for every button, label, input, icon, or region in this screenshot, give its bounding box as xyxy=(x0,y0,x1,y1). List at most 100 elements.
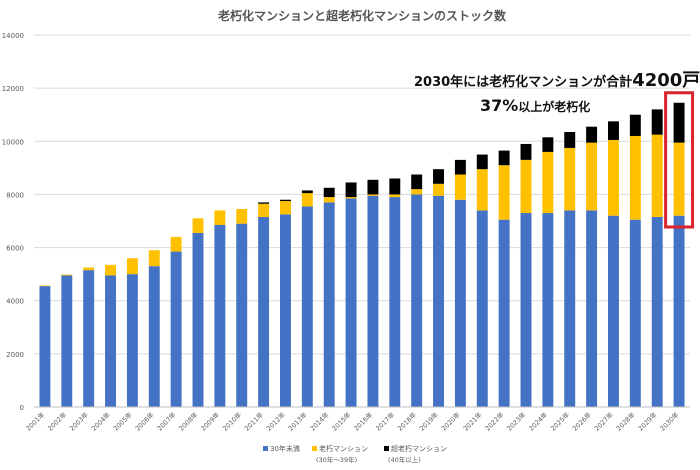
bar-segment-under30 xyxy=(498,219,510,407)
bar-segment-under30 xyxy=(454,199,466,407)
bar-segment-under30 xyxy=(673,215,685,407)
bar-segment-super-aging xyxy=(301,190,313,194)
bar-segment-aging xyxy=(454,174,466,200)
x-tick-label: 2015年 xyxy=(330,410,353,433)
bar-segment-aging xyxy=(83,267,95,271)
callout-percent-value: 37% xyxy=(480,96,519,115)
bar-segment-aging xyxy=(148,250,160,267)
bar-segment-aging xyxy=(673,142,685,216)
x-tick-label: 2001年 xyxy=(24,410,47,433)
x-tick-label: 2012年 xyxy=(264,410,287,433)
bar-segment-super-aging xyxy=(651,109,663,135)
callout-total-aging: 2030年には老朽化マンションが合計4200戸 xyxy=(414,66,700,92)
bar-segment-super-aging xyxy=(673,102,685,143)
x-tick-label: 2026年 xyxy=(570,410,593,433)
bar-segment-under30 xyxy=(651,217,663,407)
x-tick-label: 2010年 xyxy=(220,410,243,433)
callout-percent-suffix: 以上が老朽化 xyxy=(518,100,591,114)
bar-segment-under30 xyxy=(214,224,226,407)
bar-segment-under30 xyxy=(39,286,51,407)
bar-segment-under30 xyxy=(258,217,270,407)
x-tick-label: 2011年 xyxy=(242,410,265,433)
x-tick-label: 2016年 xyxy=(352,410,375,433)
y-tick-label: 10000 xyxy=(2,138,24,146)
legend-sublabel: (30年～39年) xyxy=(316,455,357,464)
bar-segment-under30 xyxy=(542,213,554,407)
legend-label: 老朽マンション xyxy=(319,444,368,453)
highlight-box xyxy=(664,91,695,229)
bar-segment-aging xyxy=(214,210,226,225)
x-tick-label: 2008年 xyxy=(177,410,200,433)
bar-segment-aging xyxy=(345,197,357,199)
bar-segment-aging xyxy=(236,209,248,224)
bar-segment-under30 xyxy=(323,202,335,407)
bar-segment-aging xyxy=(126,258,138,275)
x-tick-label: 2023年 xyxy=(505,410,528,433)
bar-segment-aging xyxy=(280,201,291,215)
legend-swatch xyxy=(312,446,317,451)
bar-segment-under30 xyxy=(411,194,423,407)
bar-segment-under30 xyxy=(586,210,598,407)
bar-segment-aging xyxy=(651,134,663,218)
legend-label: 30年未満 xyxy=(270,444,300,453)
bar-segment-super-aging xyxy=(345,182,357,198)
bar-segment-under30 xyxy=(520,213,532,407)
x-tick-label: 2028年 xyxy=(614,410,637,433)
legend-label: 超老朽マンション xyxy=(391,444,447,453)
bar-segment-under30 xyxy=(301,206,313,407)
callout-total-prefix: 2030年には老朽化マンションが合計 xyxy=(414,75,633,90)
bar-segment-super-aging xyxy=(280,199,291,202)
x-tick-label: 2018年 xyxy=(395,410,418,433)
bar-segment-super-aging xyxy=(498,150,510,166)
bar-segment-aging xyxy=(170,236,182,252)
x-tick-label: 2027年 xyxy=(592,410,615,433)
bar-segment-super-aging xyxy=(564,131,576,148)
x-tick-label: 2022年 xyxy=(483,410,506,433)
x-tick-label: 2007年 xyxy=(155,410,178,433)
y-tick-label: 6000 xyxy=(6,245,24,253)
bar-segment-aging xyxy=(389,194,401,198)
bar-segment-aging xyxy=(258,203,270,218)
y-tick-label: 2000 xyxy=(6,351,24,359)
bar-segment-aging xyxy=(323,197,335,203)
bar-segment-super-aging xyxy=(542,137,554,152)
bar-segment-super-aging xyxy=(411,174,423,190)
x-tick-label: 2013年 xyxy=(286,410,309,433)
bar-segment-aging xyxy=(586,142,598,211)
bar-segment-super-aging xyxy=(476,154,488,170)
bar-segment-super-aging xyxy=(520,143,532,160)
bar-segment-aging xyxy=(105,264,116,276)
bar-segment-aging xyxy=(608,139,619,216)
bar-segment-super-aging xyxy=(433,169,444,184)
y-tick-label: 14000 xyxy=(2,32,24,40)
x-tick-label: 2025年 xyxy=(548,410,571,433)
bar-segment-aging xyxy=(564,147,576,211)
y-tick-label: 8000 xyxy=(6,191,24,199)
chart-title: 老朽化マンションと超老朽化マンションのストック数 xyxy=(218,8,507,23)
y-tick-label: 0 xyxy=(20,404,24,412)
bar-segment-aging xyxy=(433,183,444,196)
x-tick-label: 2005年 xyxy=(111,410,134,433)
legend-swatch xyxy=(384,446,389,451)
bar-segment-super-aging xyxy=(367,179,379,195)
legend-sublabel: (40年以上) xyxy=(388,455,421,464)
bar-segment-under30 xyxy=(433,195,444,407)
bar-segment-under30 xyxy=(476,210,488,407)
bar-segment-super-aging xyxy=(629,114,641,136)
bar-segment-aging xyxy=(476,169,488,211)
bar-segment-aging xyxy=(39,285,51,287)
bar-segment-under30 xyxy=(389,197,401,407)
x-tick-label: 2019年 xyxy=(417,410,440,433)
bar-segment-under30 xyxy=(126,274,138,407)
bar-segment-super-aging xyxy=(586,126,598,143)
bar-segment-super-aging xyxy=(258,202,270,204)
callout-percentage: 37%以上が老朽化 xyxy=(480,96,590,115)
bar-segment-aging xyxy=(367,194,379,196)
bar-segment-aging xyxy=(192,218,204,233)
bar-segment-aging xyxy=(542,151,554,214)
x-tick-label: 2002年 xyxy=(46,410,69,433)
x-tick-label: 2020年 xyxy=(439,410,462,433)
x-tick-label: 2021年 xyxy=(461,410,484,433)
x-tick-label: 2029年 xyxy=(636,410,659,433)
